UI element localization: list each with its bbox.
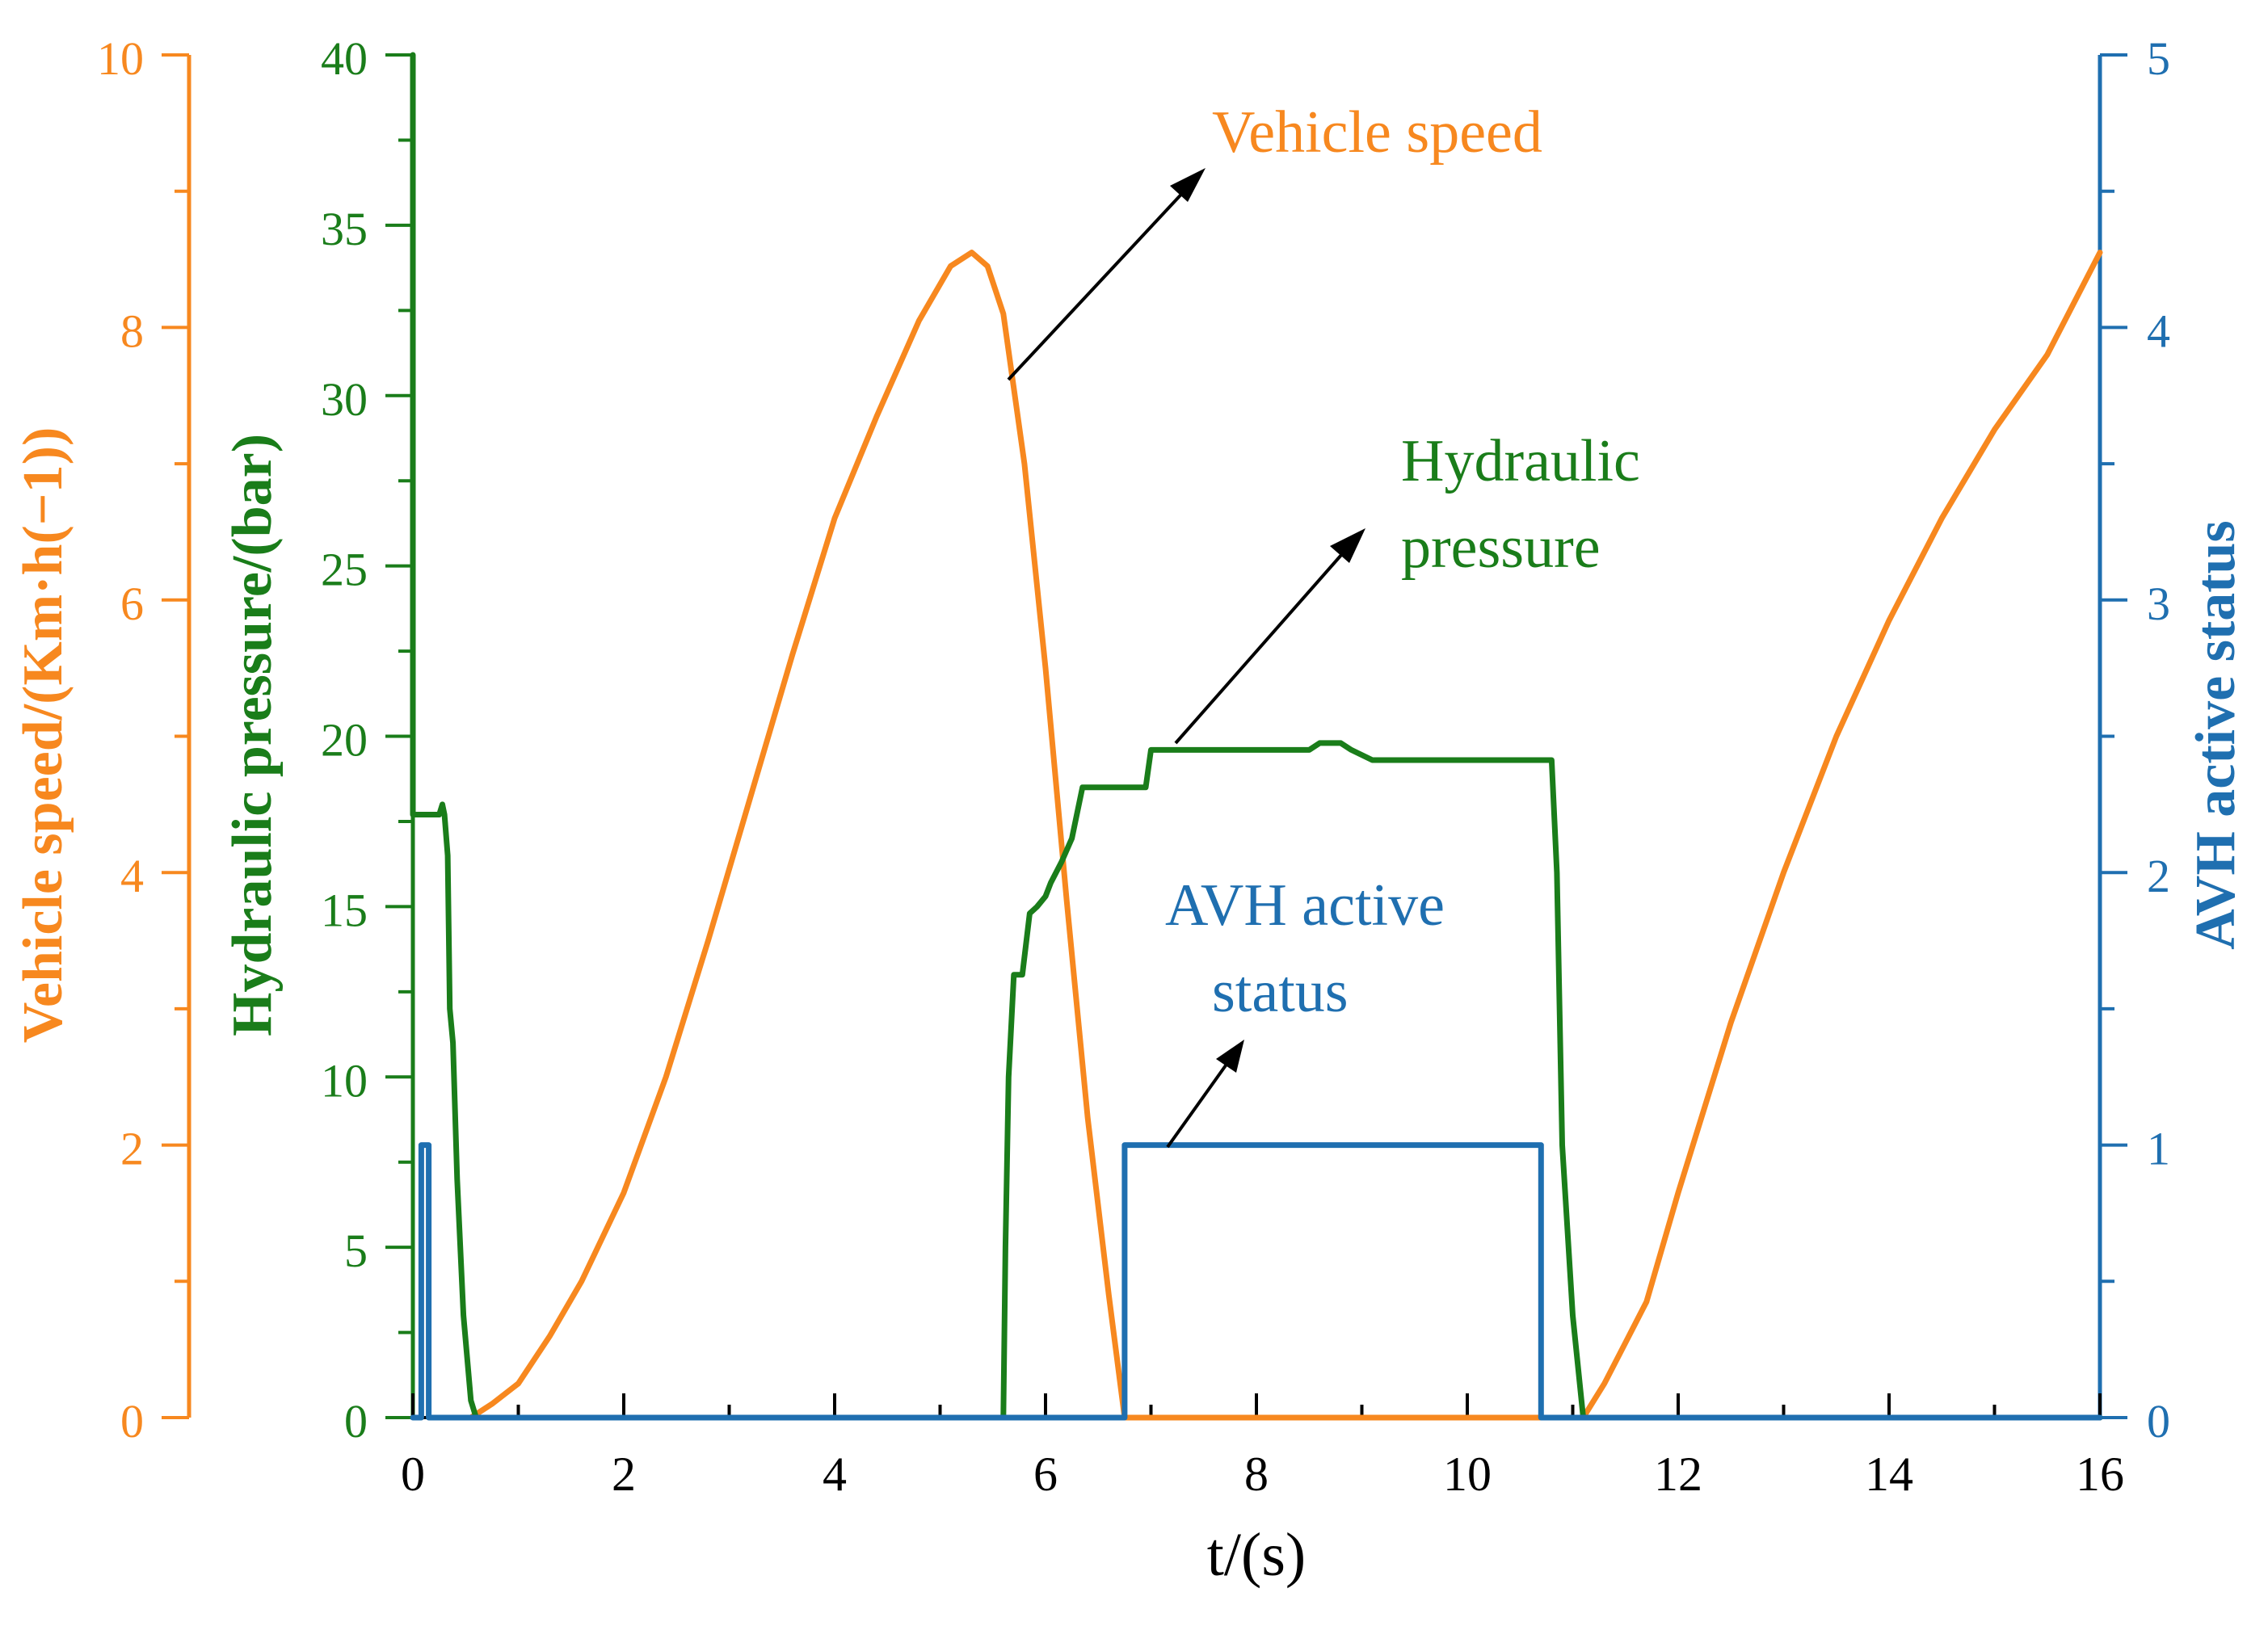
speed-axis-title: Vehicle speed/(Km·h(−1)) <box>12 427 74 1044</box>
pressure-tick-label: 0 <box>344 1395 368 1447</box>
pressure-tick-label: 35 <box>321 203 368 255</box>
series-line-vehicle-speed <box>468 250 2103 1421</box>
x-tick-label: 0 <box>401 1447 425 1501</box>
pressure-arrow-line <box>1174 546 1349 745</box>
speed-tick-label: 0 <box>120 1395 144 1447</box>
speed-arrow-line <box>1007 186 1189 381</box>
avh-arrow-head <box>1216 1040 1244 1073</box>
annotation-vehicle-speed: Vehicle speed <box>1212 99 1542 166</box>
avh-tick-label: 5 <box>2147 32 2170 85</box>
pressure-tick-label: 30 <box>321 373 368 426</box>
speed-tick-label: 2 <box>120 1123 144 1175</box>
pressure-tick-label: 20 <box>321 714 368 767</box>
speed-tick-label: 10 <box>97 32 144 85</box>
annotation-avh-active: AVH active <box>1165 872 1445 939</box>
x-axis-title: t/(s) <box>1207 1521 1306 1589</box>
pressure-tick-label: 25 <box>321 544 368 596</box>
speed-arrow-head <box>1170 168 1206 202</box>
x-tick-label: 10 <box>1443 1447 1492 1501</box>
pressure-tick-label: 10 <box>321 1054 368 1107</box>
avh-tick-label: 4 <box>2147 305 2170 357</box>
x-tick-label: 2 <box>612 1447 636 1501</box>
series-layer <box>410 52 2103 1421</box>
avh-tick-label: 1 <box>2147 1123 2170 1175</box>
x-tick-label: 12 <box>1654 1447 1702 1501</box>
x-tick-label: 6 <box>1033 1447 1058 1501</box>
avh-tick-label: 2 <box>2147 850 2170 902</box>
speed-tick-label: 6 <box>120 578 144 630</box>
speed-tick-label: 8 <box>120 305 144 357</box>
x-tick-label: 8 <box>1244 1447 1269 1501</box>
pressure-tick-label: 15 <box>321 884 368 936</box>
x-tick-label: 4 <box>823 1447 847 1501</box>
speed-tick-label: 4 <box>120 850 144 902</box>
avh-axis-title: AVH active status <box>2185 520 2247 949</box>
x-tick-label: 14 <box>1865 1447 1913 1501</box>
avh-tick-label: 0 <box>2147 1395 2170 1447</box>
annotation-arrows <box>1007 168 1365 1149</box>
x-tick-label: 16 <box>2076 1447 2124 1501</box>
pressure-tick-label: 40 <box>321 32 368 85</box>
series-line-hydraulic-pressure <box>410 52 2103 1421</box>
series-line-avh-active-status <box>410 1142 2103 1421</box>
pressure-tick-label: 5 <box>344 1225 368 1277</box>
pressure-axis-title: Hydraulic pressure/(bar) <box>221 434 284 1036</box>
avh-arrow-line <box>1166 1058 1231 1149</box>
annotation-hydraulic: Hydraulic <box>1401 428 1640 494</box>
annotation-status: status <box>1212 959 1349 1025</box>
annotation-pressure: pressure <box>1401 515 1601 581</box>
avh-tick-label: 3 <box>2147 578 2170 630</box>
pressure-arrow-head <box>1330 528 1365 563</box>
